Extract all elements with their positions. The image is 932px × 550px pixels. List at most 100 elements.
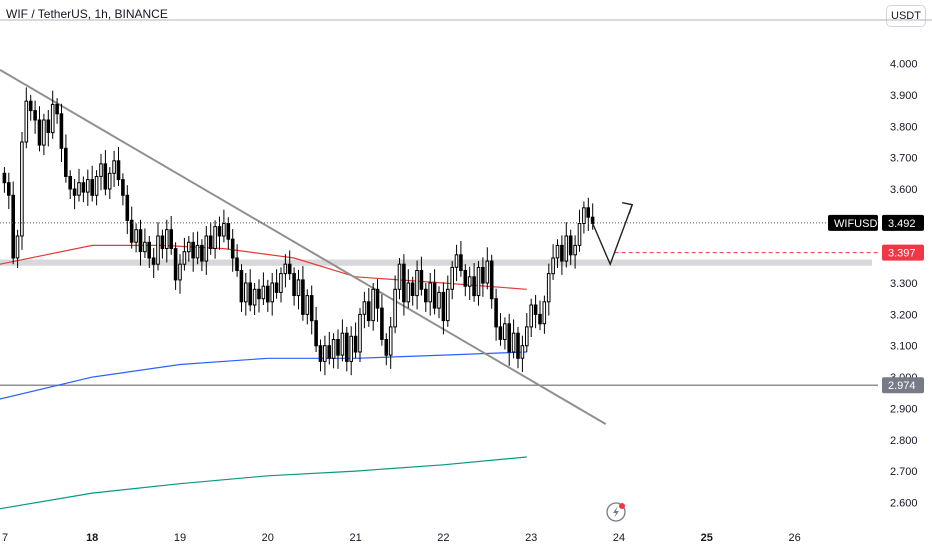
candle-body [397, 263, 402, 290]
candle [274, 269, 279, 299]
candle-body [112, 160, 116, 174]
candle-body [520, 345, 525, 359]
candle [555, 239, 560, 268]
candle-body [15, 235, 20, 259]
candle [33, 100, 37, 134]
candle-body [384, 339, 389, 356]
candle [345, 326, 349, 372]
x-tick-label: 21 [349, 532, 361, 544]
candle-body [160, 235, 165, 249]
descending-trendline[interactable] [0, 69, 607, 425]
candle-body [489, 260, 494, 300]
candle-body [191, 241, 195, 259]
candle-body [72, 188, 77, 196]
support-price-tag-text: 2.974 [888, 380, 916, 392]
x-tick-label: 22 [437, 532, 449, 544]
candle [55, 98, 59, 124]
candle [437, 286, 441, 319]
candle-body [446, 288, 450, 322]
candle [252, 283, 257, 315]
candle-body [68, 176, 73, 190]
support-price-tag: 2.974 [882, 377, 924, 394]
candle [50, 90, 55, 139]
candle-body [393, 288, 397, 328]
last-price-tag: 3.492 [882, 214, 924, 231]
candle-body [94, 176, 99, 196]
candle [11, 181, 15, 265]
candle-body [235, 257, 239, 271]
candle-body [248, 282, 252, 306]
candle [380, 294, 384, 346]
candle [529, 298, 534, 337]
candle [323, 335, 327, 376]
candle-body [415, 270, 419, 297]
candle-body [511, 332, 516, 353]
candle-body [270, 282, 274, 303]
lightning-icon[interactable] [606, 502, 626, 522]
candle [261, 272, 266, 305]
candle-body [441, 291, 446, 322]
candle-body [261, 285, 266, 300]
candle [37, 106, 42, 152]
candle-body [204, 235, 209, 262]
candle [187, 236, 191, 262]
candle [270, 273, 274, 316]
candle [546, 263, 551, 316]
candle [542, 295, 547, 334]
candle-body [33, 110, 37, 121]
candle [151, 247, 156, 278]
candle [560, 235, 564, 275]
candle [107, 167, 112, 199]
candle [169, 216, 173, 255]
currency-button[interactable]: USDT [886, 5, 926, 27]
candle-body [296, 279, 301, 297]
candle [239, 264, 244, 312]
candle [208, 222, 213, 255]
candle-body [11, 194, 15, 259]
candle-body [450, 266, 454, 290]
candle-body [472, 276, 476, 297]
candle-body [37, 119, 42, 146]
candle-body [138, 229, 143, 253]
candle-body [116, 160, 121, 181]
candle-body [178, 263, 182, 281]
candle-body [42, 119, 46, 146]
candle-body [542, 301, 547, 325]
x-tick-label: 24 [613, 532, 625, 544]
candle [349, 326, 353, 376]
y-tick-label: 2.900 [890, 403, 918, 415]
target-price-tag: 3.397 [882, 244, 924, 261]
candle [301, 266, 305, 321]
candle-body [314, 320, 318, 347]
candle [94, 170, 99, 206]
y-tick-label: 3.900 [890, 90, 918, 102]
candle-body [358, 313, 362, 353]
candle-body [143, 241, 147, 253]
candle [520, 335, 525, 373]
candle [279, 267, 283, 303]
candle [309, 285, 314, 335]
candle [68, 170, 73, 199]
x-tick-label: 25 [701, 532, 713, 544]
candle [459, 241, 463, 277]
candle-body [362, 301, 367, 315]
candle-body [590, 216, 595, 224]
last-price-tag-bg [882, 214, 924, 231]
candle-body [459, 254, 463, 272]
candle-body [371, 288, 375, 322]
candle-body [50, 103, 55, 134]
candle [46, 110, 51, 147]
candle-body [353, 335, 358, 353]
projection-path[interactable] [592, 204, 633, 267]
candle-body [503, 323, 507, 340]
candle [476, 261, 481, 306]
candle [129, 206, 134, 249]
candle [533, 295, 538, 329]
candle [402, 254, 406, 316]
candle [125, 185, 130, 235]
candle [551, 244, 555, 280]
candle [362, 291, 367, 329]
candle-body [217, 226, 222, 237]
candle-body [388, 326, 393, 356]
